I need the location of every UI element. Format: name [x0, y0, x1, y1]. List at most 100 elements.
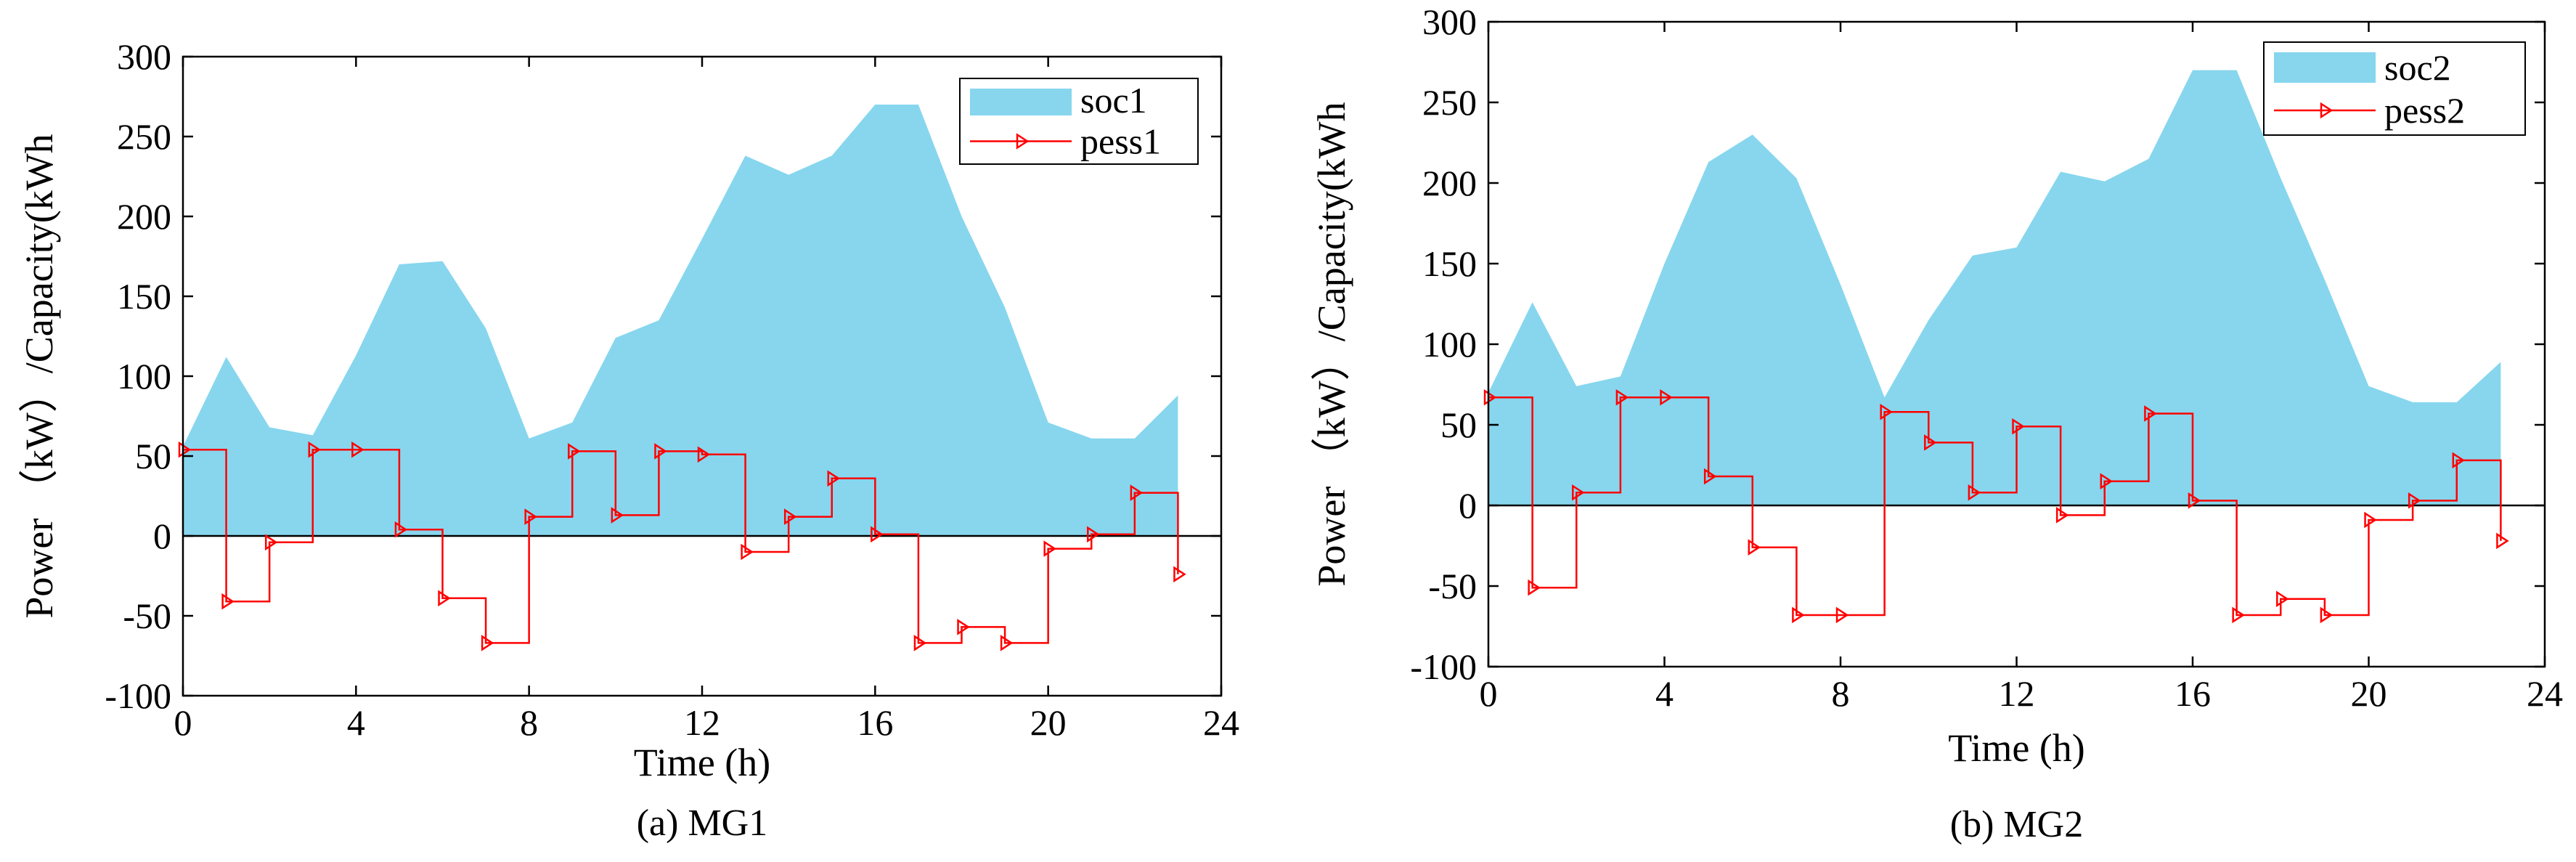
- legend-label-soc1: soc1: [1080, 80, 1147, 121]
- marker-pess2: [1572, 484, 1585, 501]
- x-tick-label: 8: [520, 702, 538, 743]
- y-tick-label: 150: [1422, 243, 1477, 284]
- marker-pess1: [611, 507, 624, 524]
- legend-label-pess2: pess2: [2384, 90, 2465, 131]
- legend-label-pess1: pess1: [1080, 121, 1161, 162]
- y-tick-label: -100: [1410, 646, 1477, 687]
- marker-pess1: [264, 534, 278, 551]
- marker-pess1: [481, 635, 494, 651]
- legend-swatch-soc1: [970, 89, 1072, 115]
- y-axis-label: Power （kW）/Capacity(kWh: [17, 134, 61, 618]
- series-area-soc2: [1488, 70, 2501, 506]
- marker-pess1: [568, 443, 581, 460]
- marker-pess1: [394, 521, 408, 538]
- y-tick-label: 250: [1422, 82, 1477, 123]
- marker-pess2: [1924, 434, 1937, 451]
- marker-pess1: [957, 619, 970, 635]
- marker-pess2: [1660, 389, 1673, 406]
- x-axis-label: Time (h): [634, 741, 771, 784]
- x-axis-label: Time (h): [1948, 726, 2085, 770]
- marker-pess2: [1748, 539, 1761, 556]
- y-tick-label: -100: [105, 675, 171, 716]
- marker-pess1: [438, 590, 451, 607]
- marker-pess1: [783, 508, 797, 525]
- marker-pess2: [2144, 405, 2157, 422]
- marker-pess2: [1835, 606, 1849, 624]
- marker-pess2: [2276, 590, 2289, 608]
- y-tick-label: 150: [117, 276, 171, 317]
- y-tick-label: 250: [117, 116, 171, 157]
- x-tick-label: 8: [1832, 673, 1850, 714]
- marker-pess2: [1528, 579, 1541, 596]
- marker-pess2: [1880, 403, 1893, 420]
- x-tick-label: 0: [1480, 673, 1498, 714]
- legend-swatch-soc2: [2274, 52, 2376, 83]
- y-tick-label: 50: [1440, 404, 1477, 445]
- marker-pess2: [2100, 473, 2114, 489]
- x-tick-label: 20: [1030, 702, 1067, 743]
- series-line-pess2: [1488, 397, 2502, 617]
- x-tick-label: 12: [1999, 673, 2035, 714]
- marker-pess2: [2364, 511, 2377, 529]
- legend-label-soc2: soc2: [2384, 47, 2451, 88]
- legend-marker-pess1: [1016, 133, 1030, 150]
- x-tick-label: 24: [1203, 702, 1239, 743]
- y-tick-label: 100: [1422, 324, 1477, 365]
- y-tick-label: 100: [117, 356, 171, 397]
- marker-pess1: [1173, 566, 1186, 583]
- marker-pess2: [2496, 532, 2509, 550]
- marker-pess2: [2188, 492, 2201, 509]
- marker-pess1: [308, 441, 322, 458]
- x-tick-label: 12: [684, 702, 720, 743]
- series-area-soc1: [183, 105, 1178, 536]
- marker-pess1: [741, 543, 754, 561]
- marker-pess2: [2408, 492, 2421, 509]
- marker-pess1: [178, 441, 192, 458]
- chart-caption: (a) MG1: [637, 802, 768, 844]
- marker-pess2: [1615, 389, 1629, 406]
- y-tick-label: -50: [123, 595, 171, 636]
- x-tick-label: 0: [174, 702, 192, 743]
- marker-pess1: [1000, 635, 1014, 651]
- x-tick-label: 16: [2174, 673, 2211, 714]
- chart-panel-mg2: 0 4 8 12 16 20 24 -100 -50 0 50 100 150 200 250 300 Time…: [1310, 1, 2563, 845]
- marker-pess1: [1043, 540, 1056, 557]
- y-tick-label: 200: [1422, 163, 1477, 203]
- marker-pess1: [871, 526, 884, 543]
- y-axis-label: Power （kW）/Capacity(kWh: [1310, 102, 1353, 586]
- marker-pess1: [913, 635, 927, 651]
- legend-marker-pess2: [2320, 102, 2334, 119]
- series-line-pess1: [183, 448, 1179, 644]
- chart-caption: (b) MG2: [1950, 804, 2083, 845]
- x-tick-label: 4: [347, 702, 365, 743]
- marker-pess2: [1792, 606, 1805, 624]
- y-tick-label: -50: [1428, 566, 1477, 606]
- marker-pess1: [697, 446, 711, 463]
- marker-pess1: [827, 470, 841, 487]
- marker-pess2: [1483, 389, 1497, 406]
- x-tick-label: 16: [857, 702, 893, 743]
- marker-pess2: [2320, 606, 2334, 624]
- x-tick-label: 4: [1655, 673, 1674, 714]
- x-tick-label: 24: [2527, 673, 2563, 714]
- x-tick-label: 20: [2351, 673, 2387, 714]
- y-tick-label: 50: [135, 436, 171, 476]
- marker-pess1: [1087, 526, 1100, 543]
- marker-pess2: [1968, 484, 1981, 501]
- y-tick-label: 0: [153, 516, 171, 556]
- marker-pess1: [524, 508, 537, 525]
- y-tick-label: 200: [117, 196, 171, 237]
- marker-pess2: [2452, 452, 2466, 469]
- y-tick-label: 0: [1459, 485, 1477, 526]
- marker-pess2: [1703, 468, 1717, 485]
- marker-pess1: [221, 593, 235, 610]
- marker-pess2: [2012, 418, 2025, 435]
- y-tick-label: 300: [117, 36, 171, 77]
- marker-pess2: [2055, 507, 2069, 524]
- marker-pess1: [1130, 484, 1144, 501]
- marker-pess1: [654, 443, 667, 460]
- marker-pess2: [2232, 606, 2245, 624]
